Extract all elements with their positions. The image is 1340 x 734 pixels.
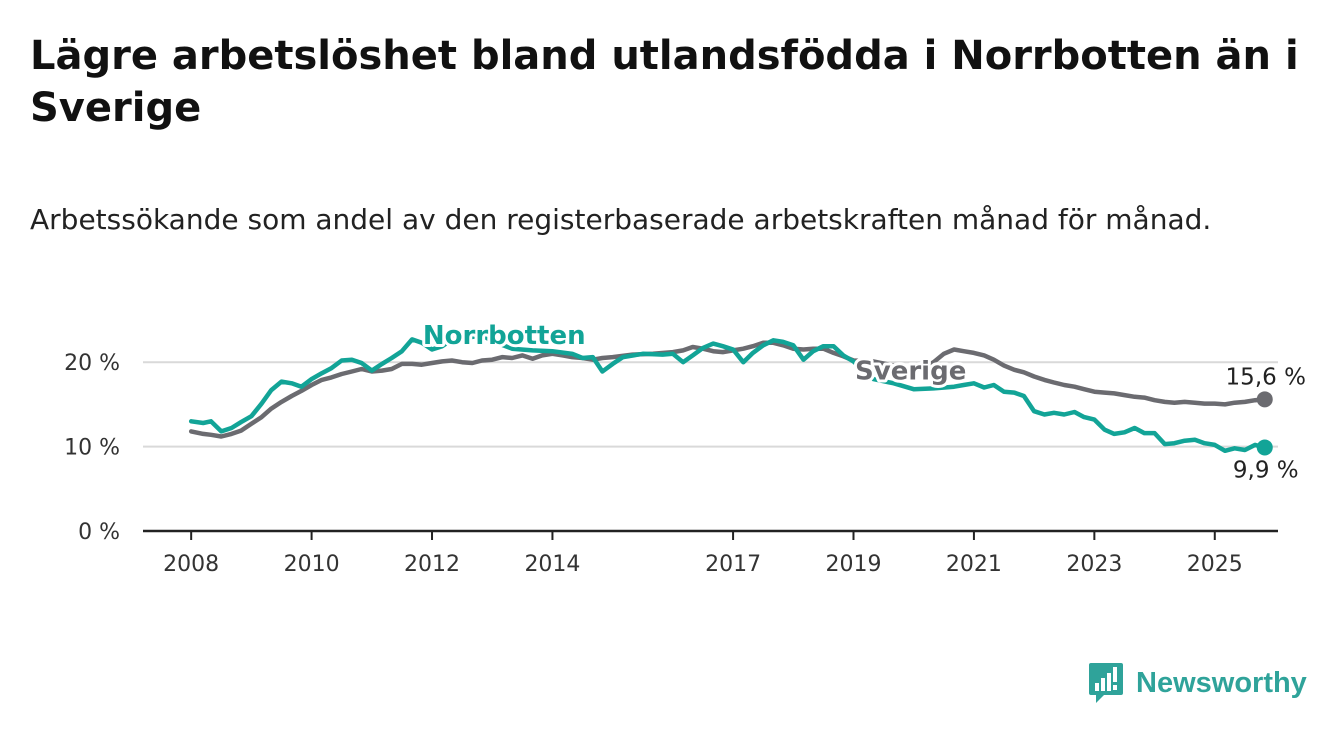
y-tick-label: 20 %	[64, 351, 120, 376]
x-tick-label: 2021	[946, 552, 1002, 577]
end-value-label-sverige: 15,6 %	[1226, 364, 1306, 390]
y-axis: 0 % 10 % 20 %	[64, 351, 120, 545]
series-label-norrbotten: Norrbotten	[423, 321, 586, 351]
grid-lines	[143, 361, 1278, 448]
x-axis: 2008 2010 2012 2014 2017 2019 2021 2023 2025	[143, 529, 1278, 577]
y-tick-label: 10 %	[64, 436, 120, 461]
end-value-label-norrbotten: 9,9 %	[1233, 457, 1299, 483]
x-tick-label: 2010	[284, 552, 340, 577]
x-tick-label: 2008	[163, 552, 219, 577]
x-tick-label: 2023	[1066, 552, 1122, 577]
y-tick-label: 0 %	[78, 520, 120, 545]
x-tick-label: 2025	[1187, 552, 1243, 577]
line-chart: 0 % 10 % 20 % 2008 2010 2012 2014 2017 2019 2021…	[64, 318, 1309, 577]
x-tick-label: 2017	[705, 552, 761, 577]
chart-title: Lägre arbetslöshet bland utlandsfödda i …	[30, 33, 1299, 131]
x-tick-label: 2012	[404, 552, 460, 577]
chart-subtitle: Arbetssökande som andel av den registerb…	[30, 203, 1212, 236]
series-line-sverige	[188, 340, 1268, 439]
series-labels: Norrbotten 9,9 % Sverige 15,6 %	[420, 318, 1309, 486]
end-point-norrbotten	[1256, 439, 1273, 456]
newsworthy-logo: Newsworthy	[1088, 660, 1307, 706]
series-line-norrbotten	[188, 332, 1268, 454]
series-label-sverige: Sverige	[855, 357, 966, 387]
x-tick-label: 2019	[826, 552, 882, 577]
brand-name: Newsworthy	[1136, 666, 1307, 699]
series-lines	[188, 332, 1273, 456]
newsworthy-logo-icon	[1089, 663, 1123, 703]
x-tick-label: 2014	[524, 552, 580, 577]
end-point-sverige	[1256, 391, 1273, 408]
